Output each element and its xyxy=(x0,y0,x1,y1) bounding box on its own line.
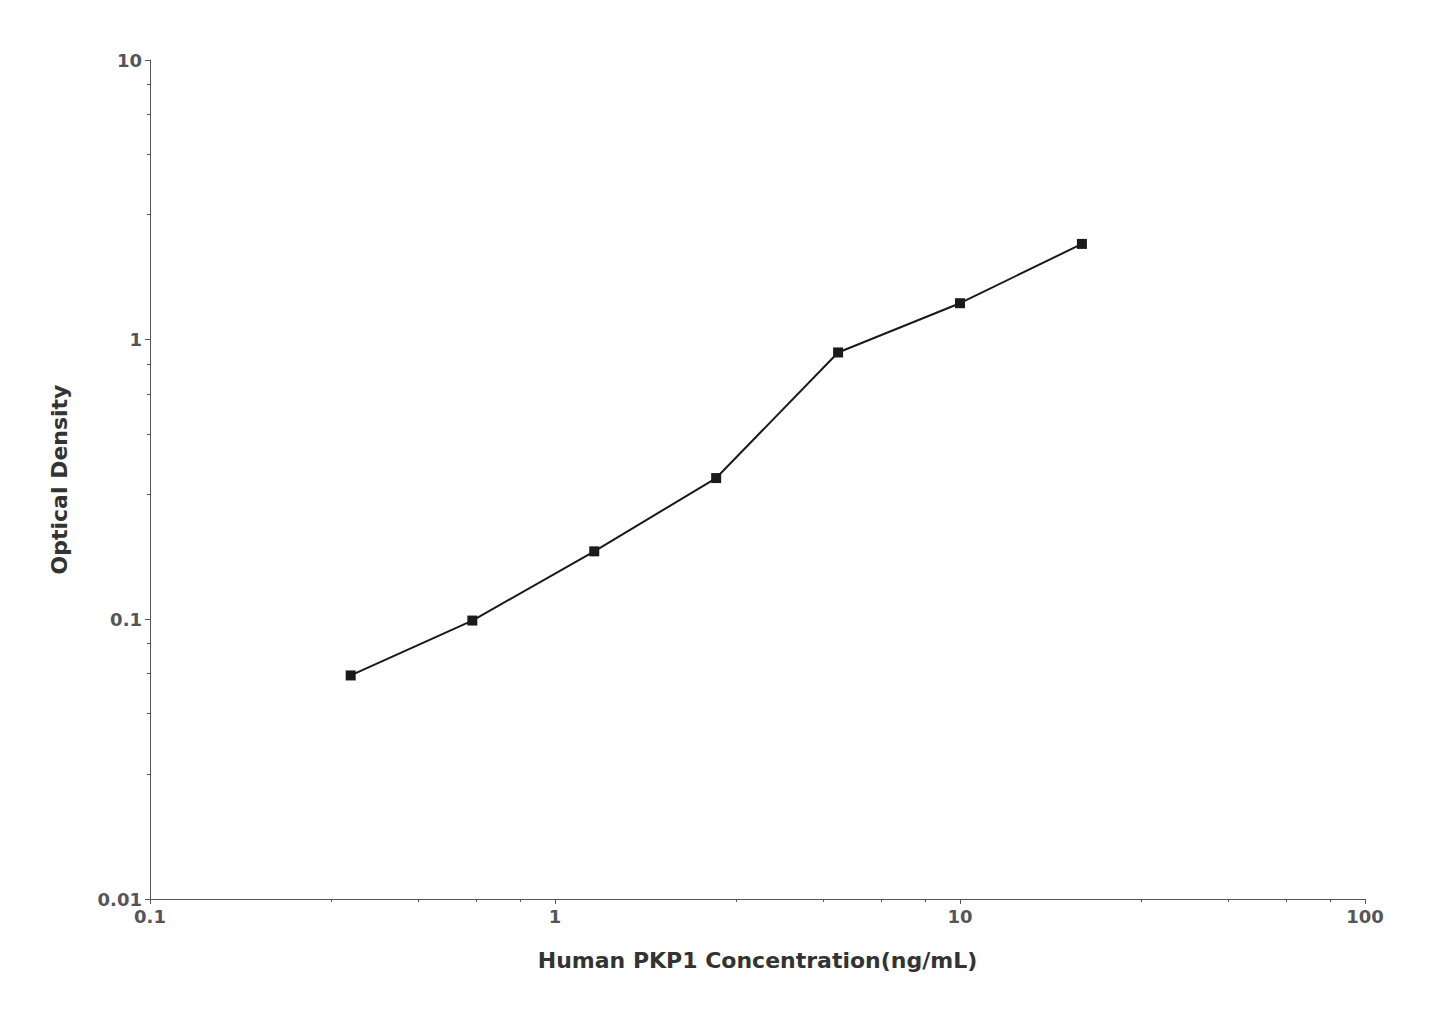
svg-text:10: 10 xyxy=(947,906,972,927)
svg-text:100: 100 xyxy=(1346,906,1384,927)
svg-text:1: 1 xyxy=(549,906,562,927)
svg-text:0.1: 0.1 xyxy=(134,906,166,927)
svg-text:Human PKP1 Concentration(ng/mL: Human PKP1 Concentration(ng/mL) xyxy=(538,948,978,973)
svg-text:0.01: 0.01 xyxy=(97,888,142,910)
svg-text:10: 10 xyxy=(117,50,142,71)
svg-text:1: 1 xyxy=(129,329,142,350)
svg-text:0.1: 0.1 xyxy=(110,609,142,630)
svg-text:Optical Density: Optical Density xyxy=(47,385,72,575)
